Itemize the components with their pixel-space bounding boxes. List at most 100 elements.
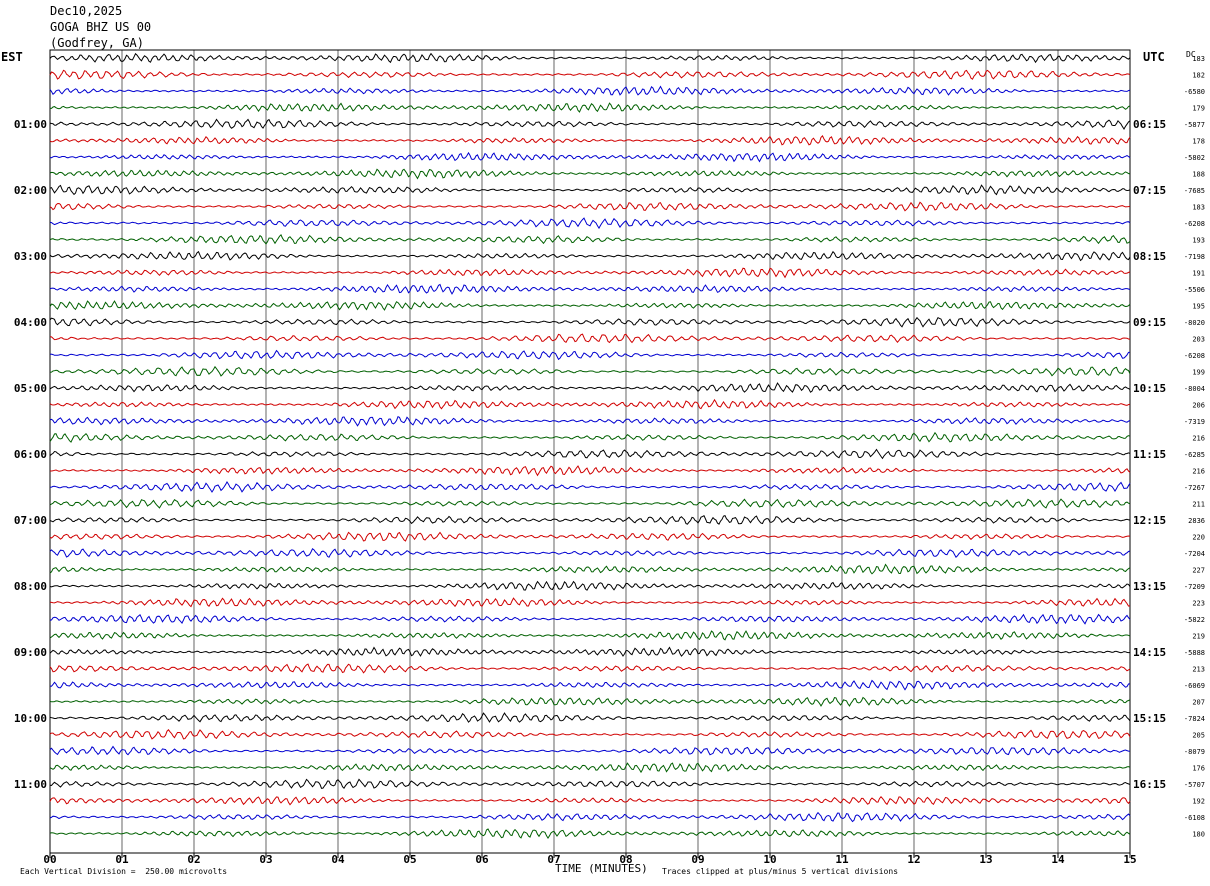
seismic-trace xyxy=(49,679,1131,691)
est-zone-label: EST xyxy=(1,50,23,64)
seismic-trace xyxy=(49,234,1131,245)
dc-offset-label: 216 xyxy=(1192,435,1205,443)
dc-offset-label: 223 xyxy=(1192,600,1205,608)
seismic-trace xyxy=(49,382,1131,393)
seismic-trace xyxy=(49,283,1131,295)
x-tick-label: 11 xyxy=(835,853,849,866)
x-tick-label: 01 xyxy=(115,853,129,866)
est-hour-label: 01:00 xyxy=(14,118,47,131)
dc-offset-label: -8079 xyxy=(1184,748,1205,756)
utc-hour-label: 16:15 xyxy=(1133,778,1166,791)
dc-offset-label: -5888 xyxy=(1184,649,1205,657)
seismic-trace xyxy=(49,448,1131,460)
x-tick-label: 13 xyxy=(979,853,992,866)
utc-hour-label: 06:15 xyxy=(1133,118,1166,131)
clip-note: Traces clipped at plus/minus 5 vertical … xyxy=(662,867,899,876)
dc-offset-label: -8020 xyxy=(1184,319,1205,327)
seismic-trace xyxy=(49,267,1131,279)
dc-offset-label: -7267 xyxy=(1184,484,1205,492)
x-tick-label: 07 xyxy=(547,853,560,866)
dc-offset-label: -7319 xyxy=(1184,418,1205,426)
est-hour-label: 07:00 xyxy=(14,514,47,527)
dc-offset-label: -5822 xyxy=(1184,616,1205,624)
seismic-trace xyxy=(49,580,1131,591)
dc-offset-label: 219 xyxy=(1192,633,1205,641)
est-hour-label: 10:00 xyxy=(14,712,47,725)
seismic-trace xyxy=(49,118,1131,130)
est-hour-label: 04:00 xyxy=(14,316,47,329)
seismic-trace xyxy=(49,431,1131,443)
utc-hour-label: 14:15 xyxy=(1133,646,1166,659)
seismic-trace xyxy=(49,365,1131,377)
dc-offset-label: 206 xyxy=(1192,402,1205,410)
seismic-trace xyxy=(49,416,1131,427)
x-tick-label: 02 xyxy=(187,853,200,866)
x-tick-label: 04 xyxy=(331,853,345,866)
utc-hour-label: 11:15 xyxy=(1133,448,1166,461)
scale-note: Each Vertical Division = 250.00 microvol… xyxy=(20,867,228,876)
dc-offset-label: 216 xyxy=(1192,468,1205,476)
dc-offset-label: 192 xyxy=(1192,798,1205,806)
seismic-trace xyxy=(49,548,1131,559)
utc-zone-label: UTC xyxy=(1143,50,1165,64)
est-hour-label: 08:00 xyxy=(14,580,47,593)
dc-offset-label: -7204 xyxy=(1184,550,1205,558)
dc-offset-label: 2836 xyxy=(1188,517,1205,525)
seismic-trace xyxy=(49,828,1131,840)
seismic-trace xyxy=(49,498,1131,509)
dc-offset-label: 211 xyxy=(1192,501,1205,509)
seismic-trace xyxy=(49,52,1131,64)
dc-offset-label: -5506 xyxy=(1184,286,1205,294)
seismic-trace xyxy=(49,762,1131,774)
est-hour-label: 03:00 xyxy=(14,250,47,263)
seismic-trace xyxy=(50,102,1131,113)
seismic-trace xyxy=(49,531,1131,542)
seismic-trace xyxy=(49,201,1131,212)
dc-offset-label: 180 xyxy=(1192,831,1205,839)
seismic-trace xyxy=(49,151,1131,163)
utc-hour-label: 15:15 xyxy=(1133,712,1166,725)
est-hour-label: 02:00 xyxy=(14,184,47,197)
seismic-trace xyxy=(49,184,1131,196)
seismic-trace xyxy=(49,217,1131,230)
dc-offset-label: 179 xyxy=(1192,105,1205,113)
dc-offset-label: -6208 xyxy=(1184,352,1205,360)
est-hour-label: 09:00 xyxy=(14,646,47,659)
utc-hour-label: 07:15 xyxy=(1133,184,1166,197)
dc-offset-label: 220 xyxy=(1192,534,1205,542)
dc-offset-label: -6208 xyxy=(1184,220,1205,228)
x-tick-label: 03 xyxy=(259,853,272,866)
dc-offset-label: 205 xyxy=(1192,732,1205,740)
seismic-trace xyxy=(49,663,1131,674)
seismic-trace xyxy=(49,300,1131,311)
seismic-trace xyxy=(50,465,1131,477)
dc-offset-label: -7685 xyxy=(1184,187,1205,195)
utc-hour-label: 08:15 xyxy=(1133,250,1166,263)
record-date: Dec10,2025 xyxy=(50,4,123,18)
seismic-trace xyxy=(49,646,1130,657)
dc-offset-label: 176 xyxy=(1192,765,1205,773)
x-tick-label: 09 xyxy=(691,853,704,866)
seismic-trace xyxy=(49,316,1131,328)
dc-offset-label: 183 xyxy=(1192,204,1205,212)
utc-hour-label: 13:15 xyxy=(1133,580,1166,593)
seismic-trace xyxy=(49,745,1131,756)
seismic-trace xyxy=(49,135,1131,146)
seismic-trace xyxy=(49,349,1130,361)
dc-offset-label: 183 xyxy=(1192,55,1205,63)
dc-offset-label: -7198 xyxy=(1184,253,1205,261)
seismic-trace xyxy=(49,333,1131,344)
seismic-trace xyxy=(49,778,1131,790)
dc-offset-label: -6285 xyxy=(1184,451,1205,459)
x-axis-title: TIME (MINUTES) xyxy=(555,862,648,875)
seismic-trace xyxy=(49,563,1131,575)
dc-offset-label: -6580 xyxy=(1184,88,1205,96)
dc-offset-label: 193 xyxy=(1192,237,1205,245)
x-tick-label: 08 xyxy=(619,853,632,866)
station-location: (Godfrey, GA) xyxy=(50,36,144,50)
x-tick-label: 06 xyxy=(475,853,489,866)
dc-offset-label: 191 xyxy=(1192,270,1205,278)
plot-frame xyxy=(49,49,1131,854)
dc-offset-label: 227 xyxy=(1192,567,1205,575)
